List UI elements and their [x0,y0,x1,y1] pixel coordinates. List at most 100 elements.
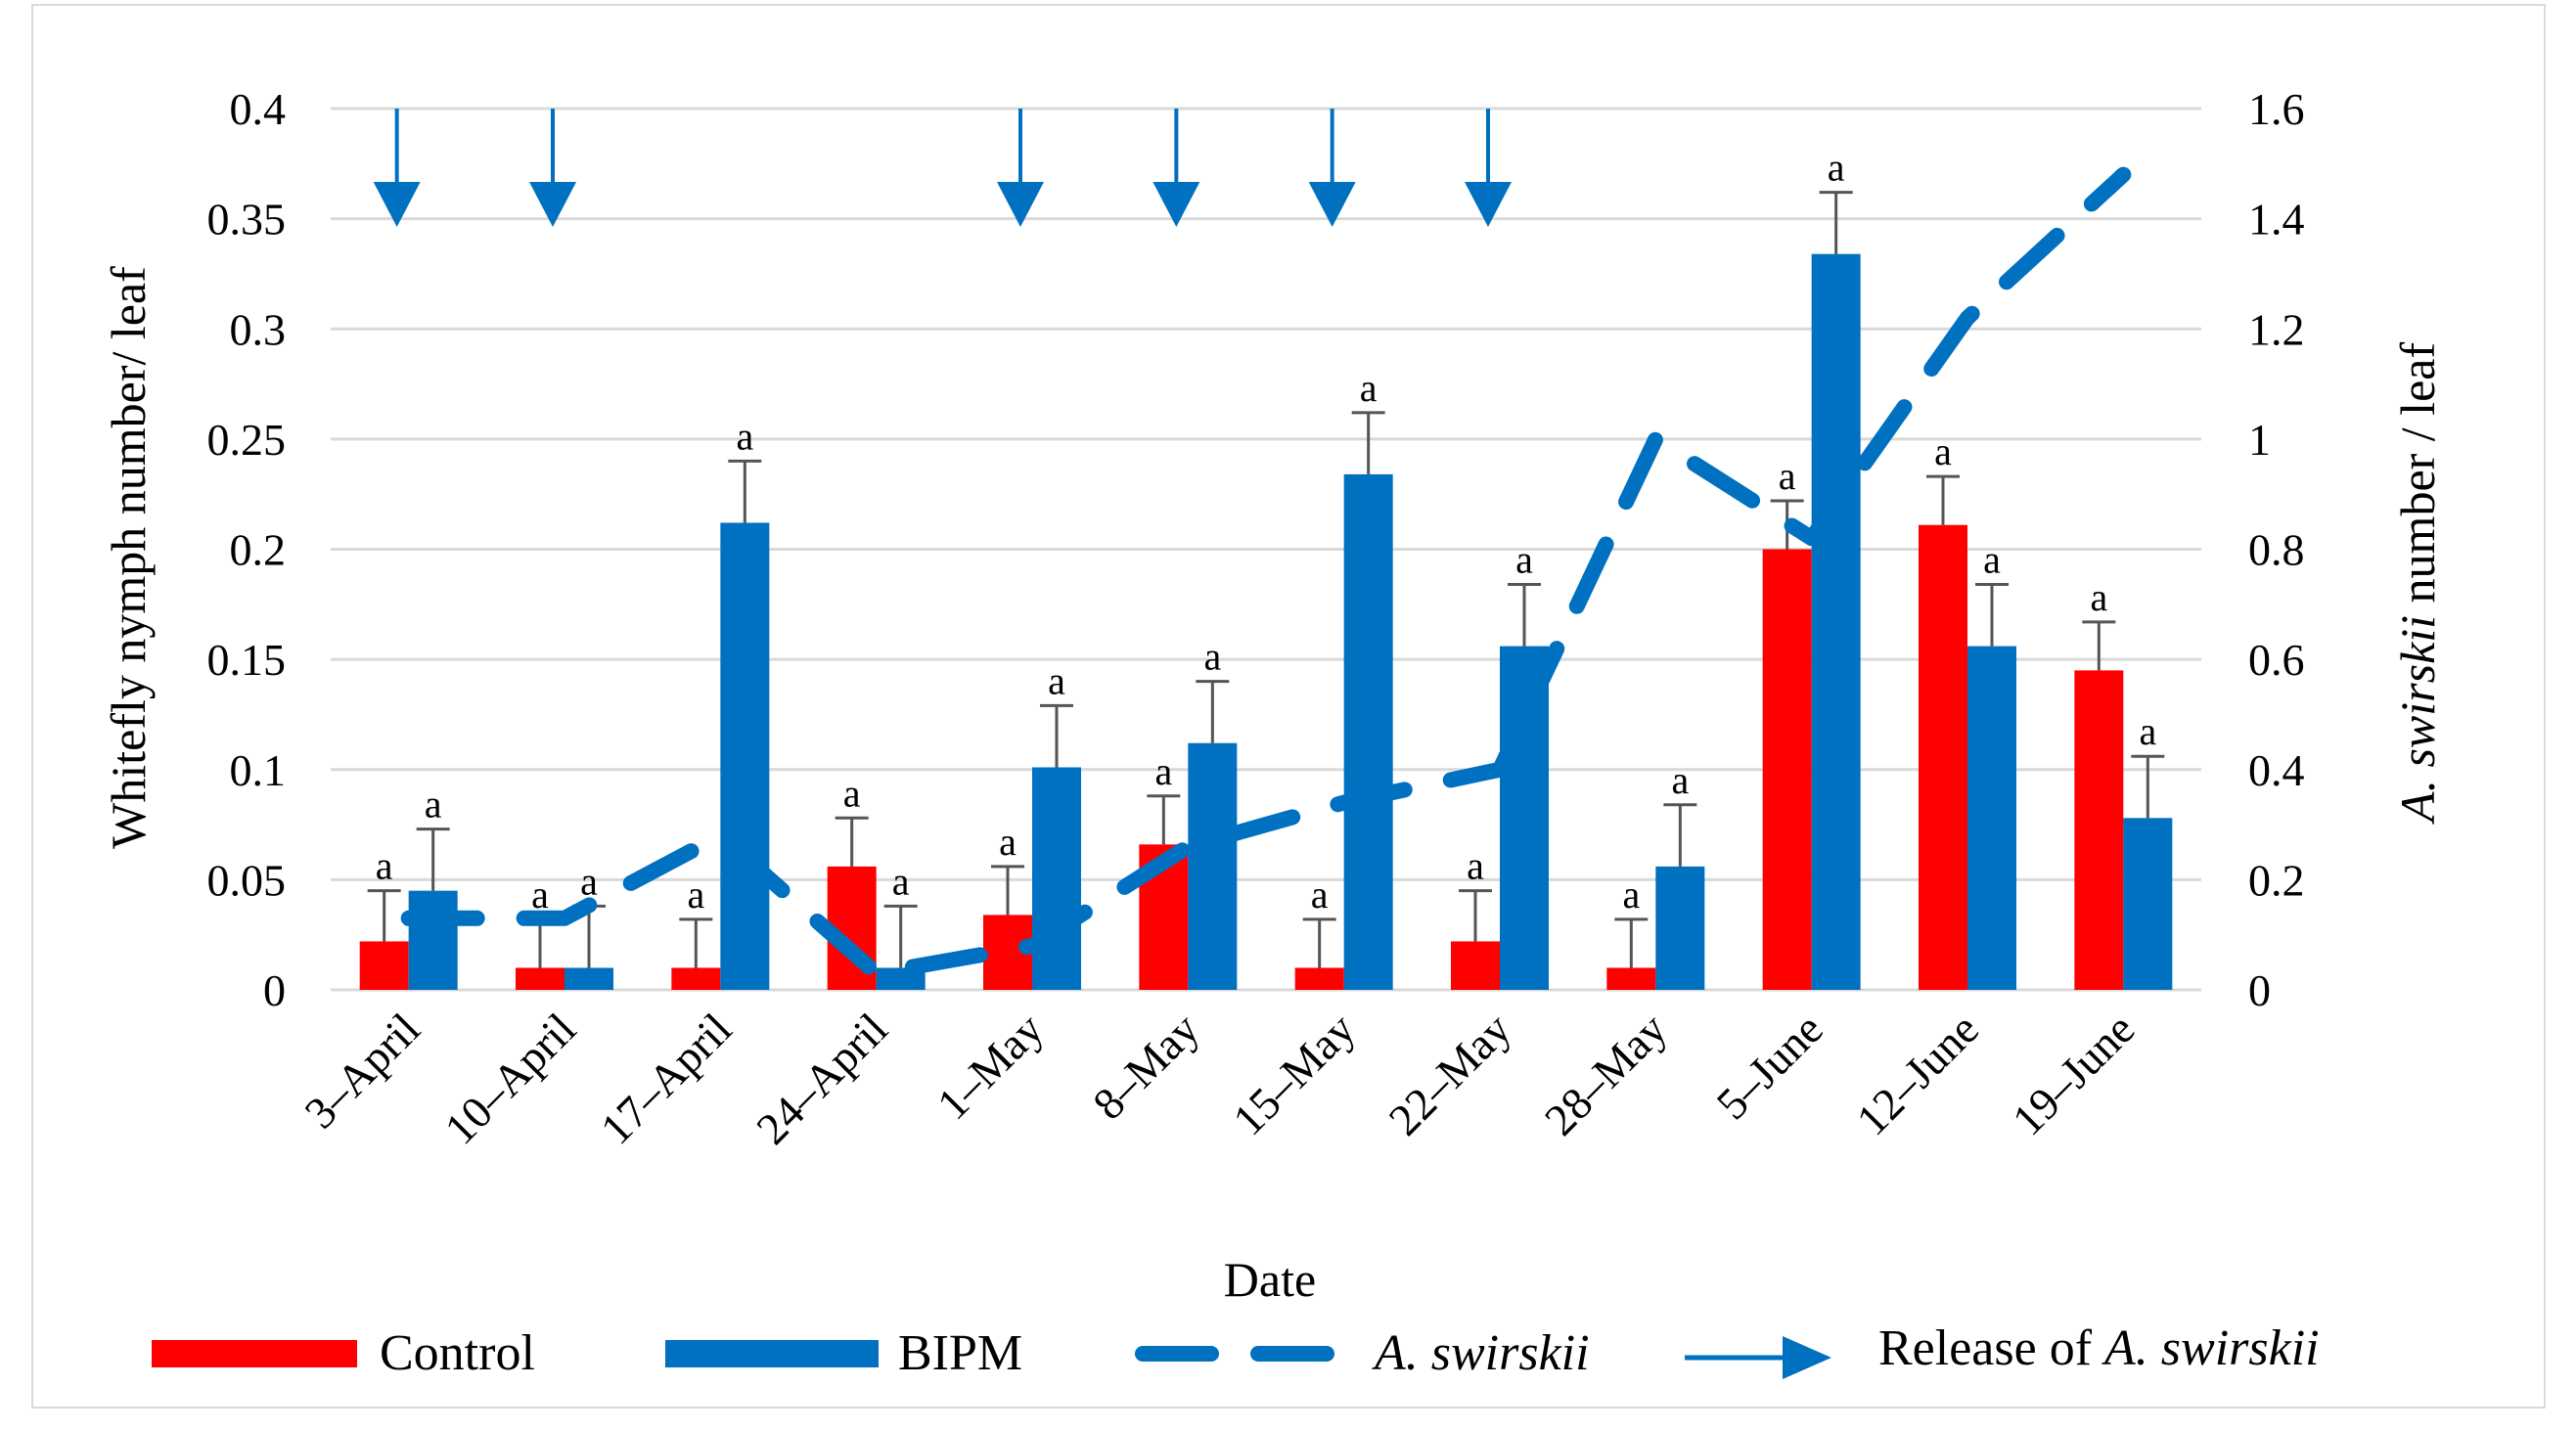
series-line-swirskii [400,166,2132,982]
y-tick-label: 0.05 [207,855,287,905]
release-arrow-icon [1308,182,1356,227]
release-arrow-icon [529,182,576,227]
y-tick-label: 0.1 [230,745,287,795]
bar-bipm [1967,646,2016,990]
legend-label-swirskii: A. swirskii [1372,1325,1590,1381]
x-tick-label: 28–May [1535,1004,1676,1144]
x-axis-categories: 3–April 10–April 17–April 24–April 1–May 8–Ma… [294,1004,2144,1154]
y-tick-label: 0 [263,965,286,1015]
bar-bipm [1032,767,1081,990]
significance-label: a [1828,146,1845,190]
x-tick-label: 22–May [1379,1004,1520,1144]
y-tick-label: 0.35 [207,195,287,245]
bar-control [1762,549,1812,990]
x-tick-label: 17–April [591,1004,742,1154]
x-tick-label: 8–May [1083,1004,1208,1129]
y2-tick-label: 1.6 [2248,84,2305,134]
legend-label-control: Control [380,1325,535,1381]
x-tick-label: 12–June [1847,1004,1988,1144]
significance-label: a [1203,635,1221,679]
significance-label: a [1048,658,1065,702]
release-arrow-icon [1465,182,1512,227]
significance-label: a [376,844,393,888]
significance-label: a [892,859,910,903]
x-tick-label: 3–April [294,1004,429,1138]
x-tick-label: 5–June [1707,1004,1832,1129]
x-tick-label: 19–June [2003,1004,2144,1144]
legend-label-release-prefix: Release of [1878,1320,2104,1376]
y2-tick-label: 0.6 [2248,635,2305,685]
legend-label-bipm: BIPM [898,1325,1022,1381]
bar-control [671,967,721,990]
y-axis-right-title-italic: A. swirskii [2390,615,2445,825]
significance-label: a [1779,454,1796,498]
legend-label-release-italic: A. swirskii [2101,1320,2320,1376]
y-axis-left-ticks: 0 0.05 0.1 0.15 0.2 0.25 0.3 0.35 0.4 [207,84,287,1015]
significance-label: a [1515,538,1533,582]
x-tick-label: 24–April [746,1004,897,1154]
bar-bipm [2123,818,2173,990]
y2-tick-label: 1 [2248,415,2271,465]
legend-swatch-control [152,1340,357,1367]
y2-tick-label: 0 [2248,965,2271,1015]
significance-label: a [580,859,598,903]
x-tick-label: 15–May [1223,1004,1364,1144]
significance-label: a [2090,575,2107,619]
bar-control [1919,524,1967,990]
legend-label-release: Release of A. swirskii [1878,1320,2320,1376]
release-arrow-icon [373,182,421,227]
significance-label: a [1467,844,1484,888]
swirskii-line [400,166,2132,982]
y-axis-right-ticks: 0 0.2 0.4 0.6 0.8 1 1.2 1.4 1.6 [2248,84,2305,1015]
bar-control [1451,941,1500,990]
significance-label: a [1154,749,1172,793]
y2-tick-label: 0.2 [2248,855,2305,905]
y-tick-label: 0.2 [230,525,287,575]
significance-label: a [1671,758,1689,802]
y2-tick-label: 1.4 [2248,195,2305,245]
bar-bipm [720,522,770,990]
y2-tick-label: 0.8 [2248,525,2305,575]
y2-tick-label: 1.2 [2248,304,2305,354]
y-axis-right-title: A. swirskii number / leaf [2390,342,2445,826]
bar-control [516,967,565,990]
significance-label: a [2139,709,2156,753]
release-arrow-icon [1152,182,1200,227]
significance-label: a [1622,872,1640,917]
significance-label: a [687,872,704,917]
bar-control [359,941,409,990]
bar-control [1294,967,1344,990]
significance-label: a [531,872,549,917]
significance-label: a [843,771,861,815]
legend-arrowhead-icon [1783,1336,1831,1379]
y-axis-left-title: Whitefly nymph number/ leaf [101,266,156,849]
release-arrow-icon [997,182,1044,227]
y-tick-label: 0.3 [230,304,287,354]
y-tick-label: 0.4 [230,84,287,134]
bar-bipm [1655,866,1705,990]
release-arrows [373,109,1512,227]
significance-label: a [1360,366,1378,410]
significance-label: a [1311,872,1329,917]
significance-label: a [736,414,753,458]
x-tick-label: 1–May [927,1004,1053,1129]
bar-bipm [1811,253,1861,990]
x-tick-label: 10–April [435,1004,586,1154]
x-axis-title: Date [1224,1252,1316,1307]
significance-label: a [1983,538,2001,582]
y2-tick-label: 0.4 [2248,745,2305,795]
legend: Control BIPM A. swirskii Release of A. s… [152,1320,2320,1381]
bar-bipm [1188,742,1238,990]
bar-bipm [408,890,458,990]
bar-control [2074,670,2124,990]
y-tick-label: 0.25 [207,415,287,465]
significance-label: a [1934,429,1952,473]
gridlines [331,107,2201,992]
y-tick-label: 0.15 [207,635,287,685]
significance-label: a [999,820,1017,864]
chart-frame [31,4,2546,1409]
y-axis-right-title-rest: number / leaf [2390,342,2445,615]
bar-bipm [565,967,613,990]
